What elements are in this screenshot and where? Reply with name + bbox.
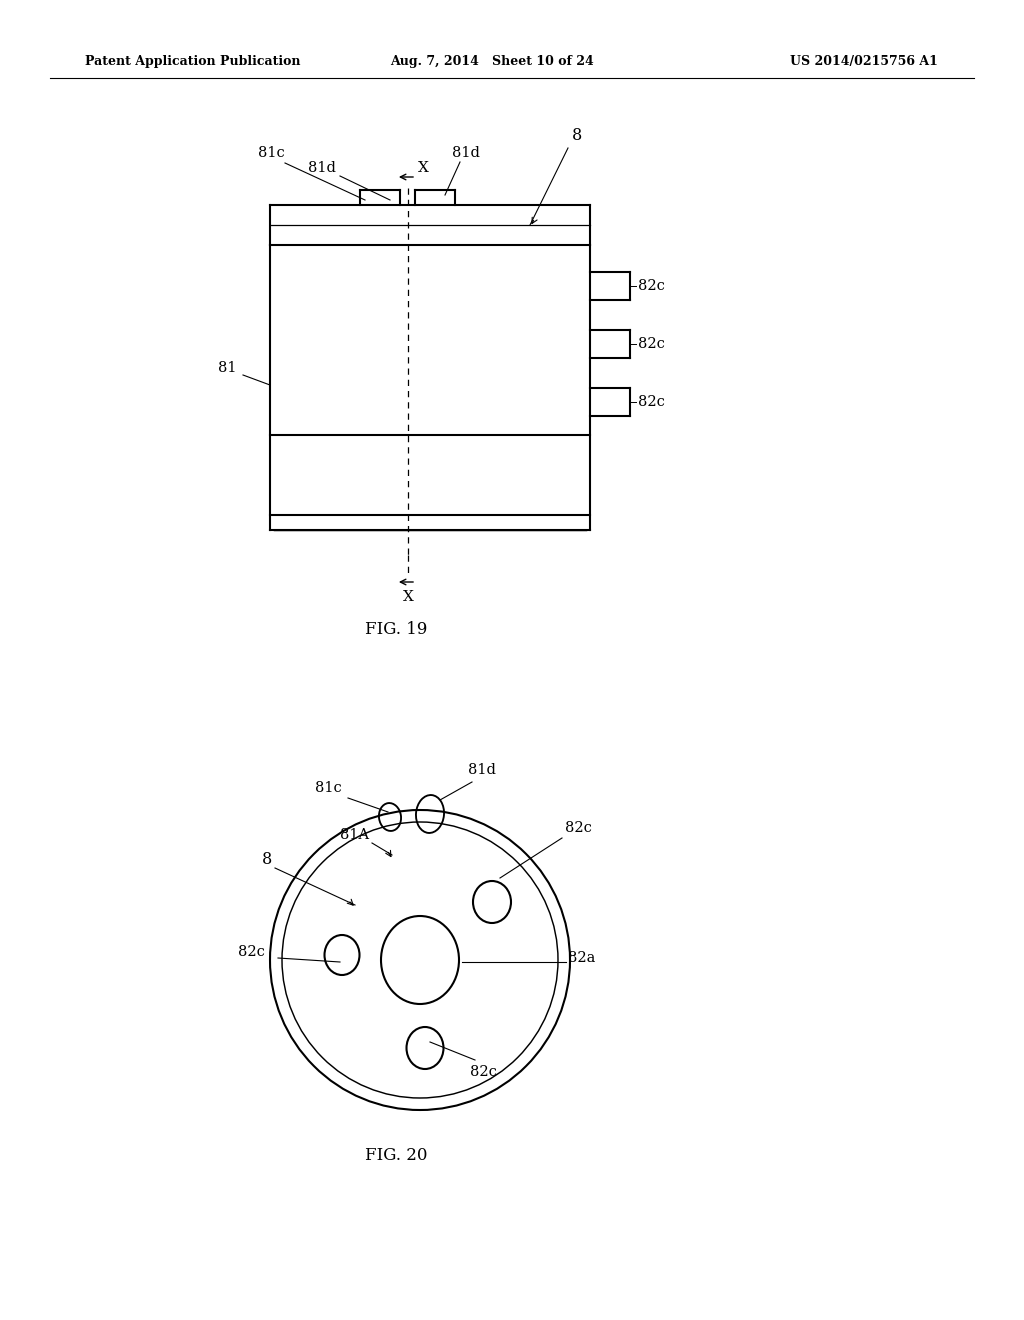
Text: FIG. 19: FIG. 19 [365,622,427,639]
Text: 82c: 82c [638,337,665,351]
Text: 8: 8 [262,851,272,869]
Text: 82c: 82c [638,395,665,409]
Text: 81A: 81A [340,828,369,842]
Text: 82c: 82c [470,1065,497,1078]
Text: X: X [418,161,429,176]
Text: 8: 8 [572,127,583,144]
Text: 82c: 82c [565,821,592,836]
Text: X: X [403,590,414,605]
Text: Aug. 7, 2014   Sheet 10 of 24: Aug. 7, 2014 Sheet 10 of 24 [390,55,594,69]
Text: 81c: 81c [258,147,285,160]
Text: 82c: 82c [238,945,265,960]
Text: 82a: 82a [568,950,595,965]
Text: 81c: 81c [315,781,342,795]
Text: 81d: 81d [452,147,480,160]
Text: 81: 81 [218,360,237,375]
Text: 81d: 81d [308,161,336,176]
Text: 81d: 81d [468,763,496,777]
Text: FIG. 20: FIG. 20 [365,1147,427,1163]
Text: US 2014/0215756 A1: US 2014/0215756 A1 [790,55,938,69]
Text: Patent Application Publication: Patent Application Publication [85,55,300,69]
Text: 82c: 82c [638,279,665,293]
